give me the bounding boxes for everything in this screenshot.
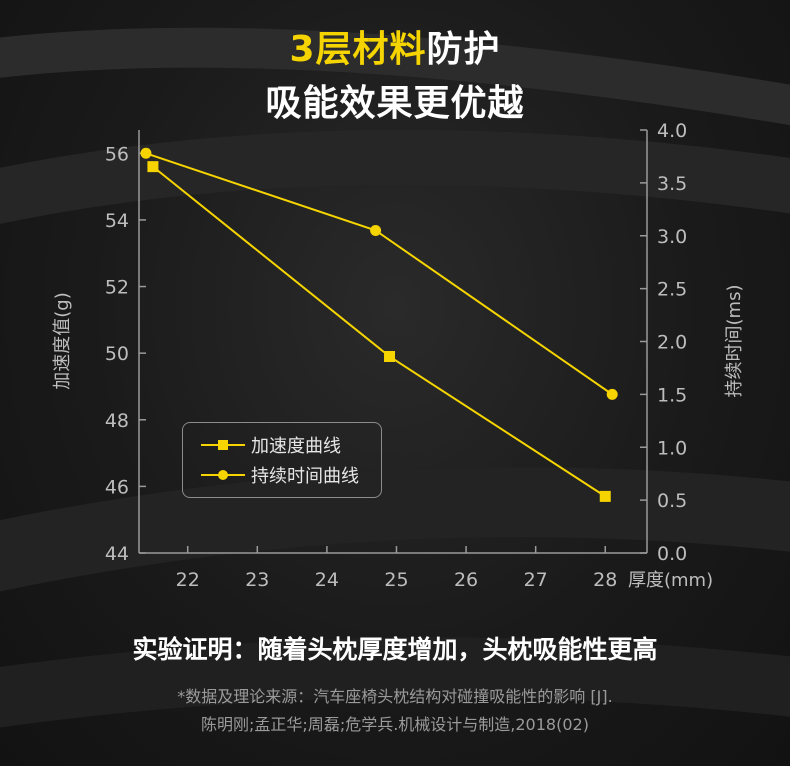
left-tick-label: 54 <box>105 210 129 232</box>
series-line-duration <box>145 152 613 396</box>
reference-line1: *数据及理论来源：汽车座椅头枕结构对碰撞吸能性的影响 [J]. <box>177 687 613 706</box>
chart-legend: 加速度曲线 持续时间曲线 <box>182 422 382 498</box>
left-tick-label: 48 <box>105 410 129 432</box>
x-tick-label: 25 <box>384 569 408 591</box>
x-tick-label: 24 <box>315 569 339 591</box>
x-tick-label: 23 <box>245 569 269 591</box>
reference-line2: 陈明刚;孟正华;周磊;危学兵.机械设计与制造,2018(02) <box>201 715 589 734</box>
left-tick-label: 50 <box>105 343 129 365</box>
duration-point <box>606 388 618 400</box>
legend-label-acceleration: 加速度曲线 <box>251 436 341 457</box>
left-tick-label: 46 <box>105 476 129 498</box>
circle-marker-icon <box>201 465 245 485</box>
x-tick-label: 28 <box>593 569 617 591</box>
title-highlight: 3层材料 <box>289 29 427 70</box>
x-tick-label: 27 <box>524 569 548 591</box>
x-tick-label: 26 <box>454 569 478 591</box>
left-tick-label: 52 <box>105 277 129 299</box>
title-rest: 防护 <box>426 29 501 70</box>
left-tick-label: 56 <box>105 143 129 165</box>
left-tick-label: 44 <box>105 543 129 565</box>
right-tick-label: 4.0 <box>657 120 687 142</box>
duration-point <box>370 224 382 236</box>
right-tick-label: 1.0 <box>657 437 687 459</box>
page-title-line1: 3层材料防护 <box>0 20 790 72</box>
acceleration-point <box>599 490 611 502</box>
acceleration-point <box>384 350 396 362</box>
right-tick-label: 3.5 <box>657 173 687 195</box>
x-tick-label: 22 <box>176 569 200 591</box>
conclusion-text: 实验证明：随着头枕厚度增加，头枕吸能性更高 <box>132 635 658 664</box>
legend-label-duration: 持续时间曲线 <box>251 466 359 487</box>
right-tick-label: 2.0 <box>657 332 687 354</box>
x-axis-label: 厚度(mm) <box>628 570 713 591</box>
right-tick-label: 3.0 <box>657 226 687 248</box>
right-tick-label: 0.0 <box>657 543 687 565</box>
acceleration-point <box>147 161 159 173</box>
legend-item-acceleration: 加速度曲线 <box>201 433 341 457</box>
duration-point <box>140 147 152 159</box>
right-axis-label: 持续时间(ms) <box>724 285 745 398</box>
right-tick-label: 2.5 <box>657 279 687 301</box>
page-title-line2: 吸能效果更优越 <box>265 83 525 124</box>
right-tick-label: 1.5 <box>657 384 687 406</box>
left-axis-label: 加速度值(g) <box>52 292 73 389</box>
legend-item-duration: 持续时间曲线 <box>201 463 359 487</box>
right-tick-label: 0.5 <box>657 490 687 512</box>
square-marker-icon <box>201 435 245 455</box>
